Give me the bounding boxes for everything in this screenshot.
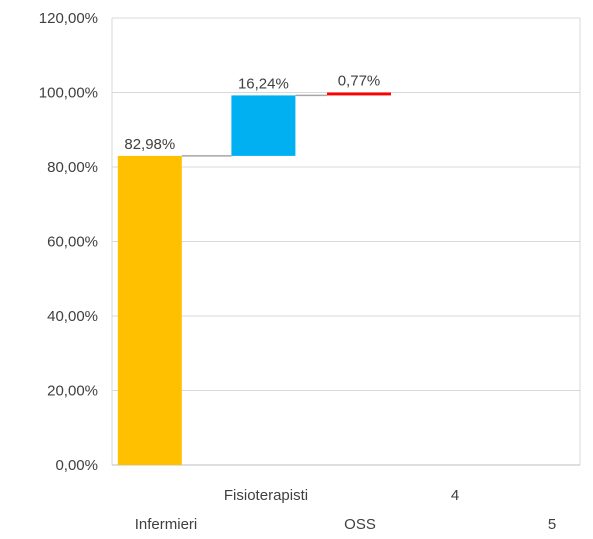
- y-tick-label: 100,00%: [39, 85, 98, 102]
- category-label: Fisioterapisti: [224, 487, 308, 504]
- y-tick-label: 0,00%: [55, 457, 98, 474]
- category-label: 4: [451, 487, 459, 504]
- data-label: 0,77%: [338, 73, 381, 90]
- y-tick-label: 80,00%: [47, 159, 98, 176]
- y-tick-label: 120,00%: [39, 10, 98, 27]
- category-label: Infermieri: [135, 516, 198, 533]
- y-tick-label: 40,00%: [47, 308, 98, 325]
- bar-fisioterapisti: [231, 95, 296, 156]
- category-label: OSS: [344, 516, 376, 533]
- category-label: 5: [548, 516, 556, 533]
- y-tick-label: 60,00%: [47, 234, 98, 251]
- y-tick-label: 20,00%: [47, 383, 98, 400]
- data-label: 82,98%: [124, 136, 175, 153]
- bar-oss: [327, 92, 391, 96]
- data-label: 16,24%: [238, 75, 289, 92]
- bar-infermieri: [117, 155, 182, 465]
